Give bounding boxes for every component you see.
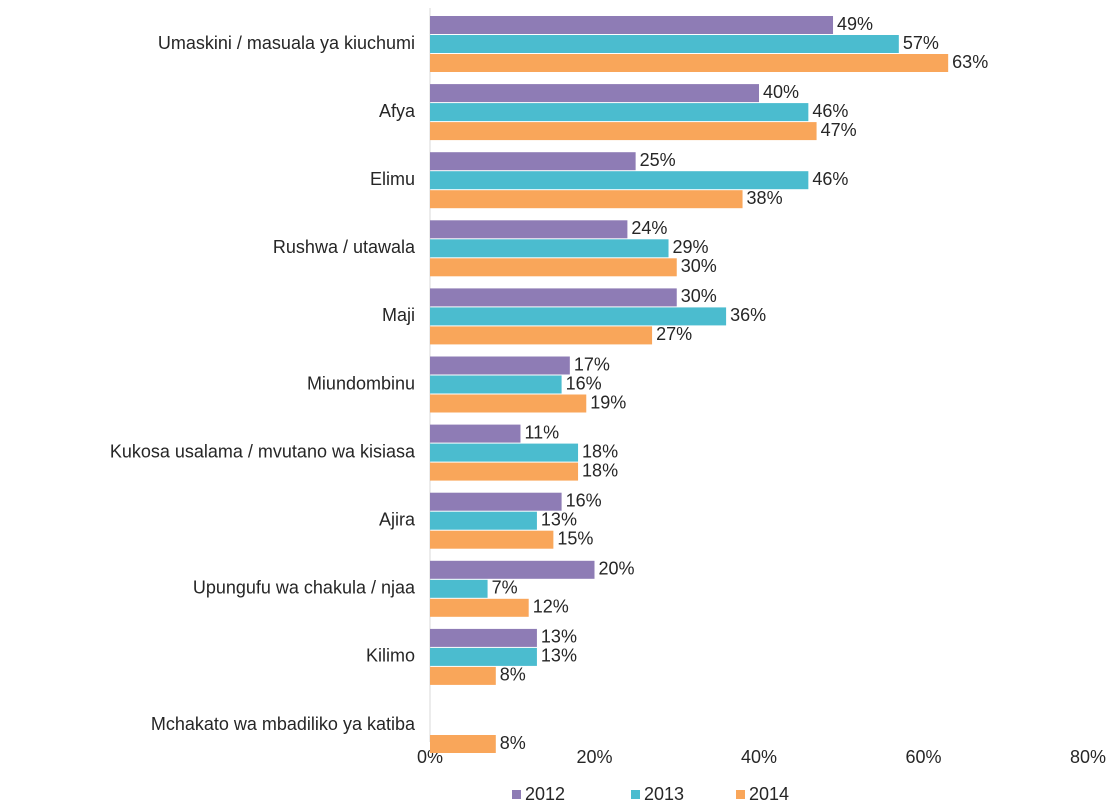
x-tick-label: 60% bbox=[905, 747, 941, 767]
value-label: 19% bbox=[590, 392, 626, 412]
value-label: 49% bbox=[837, 14, 873, 34]
bar bbox=[430, 511, 537, 530]
bar bbox=[430, 152, 636, 171]
bar bbox=[430, 375, 562, 394]
category-label: Ajira bbox=[379, 509, 416, 529]
value-label: 17% bbox=[574, 354, 610, 374]
bar bbox=[430, 258, 677, 277]
category-label: Maji bbox=[382, 305, 415, 325]
value-label: 63% bbox=[952, 52, 988, 72]
bar bbox=[430, 666, 496, 685]
value-label: 20% bbox=[599, 559, 635, 579]
x-tick-label: 80% bbox=[1070, 747, 1106, 767]
value-label: 18% bbox=[582, 441, 618, 461]
x-tick-label: 20% bbox=[576, 747, 612, 767]
category-label: Mchakato wa mbadiliko ya katiba bbox=[151, 714, 416, 734]
bar bbox=[430, 356, 570, 375]
value-label: 57% bbox=[903, 33, 939, 53]
value-label: 25% bbox=[640, 150, 676, 170]
value-label: 12% bbox=[533, 597, 569, 617]
value-label: 8% bbox=[500, 733, 526, 753]
legend-label: 2012 bbox=[525, 784, 565, 803]
value-label: 13% bbox=[541, 627, 577, 647]
value-label: 46% bbox=[812, 169, 848, 189]
value-label: 40% bbox=[763, 82, 799, 102]
bar bbox=[430, 579, 488, 598]
bar bbox=[430, 735, 496, 753]
value-label: 8% bbox=[500, 665, 526, 685]
value-label: 30% bbox=[681, 286, 717, 306]
value-label: 30% bbox=[681, 256, 717, 276]
value-label: 36% bbox=[730, 305, 766, 325]
value-label: 38% bbox=[747, 188, 783, 208]
bar bbox=[430, 598, 529, 617]
bar bbox=[430, 35, 899, 53]
legend-swatch bbox=[631, 790, 640, 799]
bar bbox=[430, 560, 595, 579]
category-label: Upungufu wa chakula / njaa bbox=[193, 578, 416, 598]
value-label: 24% bbox=[631, 218, 667, 238]
value-label: 13% bbox=[541, 509, 577, 529]
bar bbox=[430, 307, 727, 326]
bar bbox=[430, 220, 628, 239]
bar bbox=[430, 239, 669, 258]
value-label: 7% bbox=[492, 578, 518, 598]
value-label: 11% bbox=[524, 422, 559, 442]
bar bbox=[430, 16, 834, 34]
value-label: 15% bbox=[557, 528, 593, 548]
bar bbox=[430, 443, 579, 462]
bar bbox=[430, 394, 587, 413]
bar bbox=[430, 647, 537, 666]
legend-swatch bbox=[512, 790, 521, 799]
category-label: Rushwa / utawala bbox=[273, 237, 416, 257]
value-label: 18% bbox=[582, 460, 618, 480]
bar bbox=[430, 54, 949, 72]
bar bbox=[430, 190, 743, 209]
category-label: Kilimo bbox=[366, 646, 415, 666]
category-label: Umaskini / masuala ya kiuchumi bbox=[158, 33, 415, 53]
legend-swatch bbox=[736, 790, 745, 799]
value-label: 47% bbox=[821, 120, 857, 140]
value-label: 13% bbox=[541, 646, 577, 666]
bar bbox=[430, 122, 817, 141]
bar bbox=[430, 84, 759, 103]
category-label: Miundombinu bbox=[307, 373, 415, 393]
value-label: 29% bbox=[673, 237, 709, 257]
bar bbox=[430, 628, 537, 647]
bar bbox=[430, 492, 562, 511]
category-label: Elimu bbox=[370, 169, 415, 189]
x-tick-label: 40% bbox=[741, 747, 777, 767]
value-label: 16% bbox=[566, 490, 602, 510]
bar bbox=[430, 424, 521, 443]
bar bbox=[430, 171, 809, 190]
legend-label: 2013 bbox=[644, 784, 684, 803]
legend-label: 2014 bbox=[749, 784, 789, 803]
bar bbox=[430, 326, 653, 345]
value-label: 27% bbox=[656, 324, 692, 344]
value-label: 46% bbox=[812, 101, 848, 121]
bar bbox=[430, 530, 554, 549]
category-label: Afya bbox=[379, 101, 416, 121]
bar bbox=[430, 288, 677, 307]
bar bbox=[430, 103, 809, 122]
bar bbox=[430, 462, 579, 481]
category-label: Kukosa usalama / mvutano wa kisiasa bbox=[110, 441, 416, 461]
value-label: 16% bbox=[566, 373, 602, 393]
